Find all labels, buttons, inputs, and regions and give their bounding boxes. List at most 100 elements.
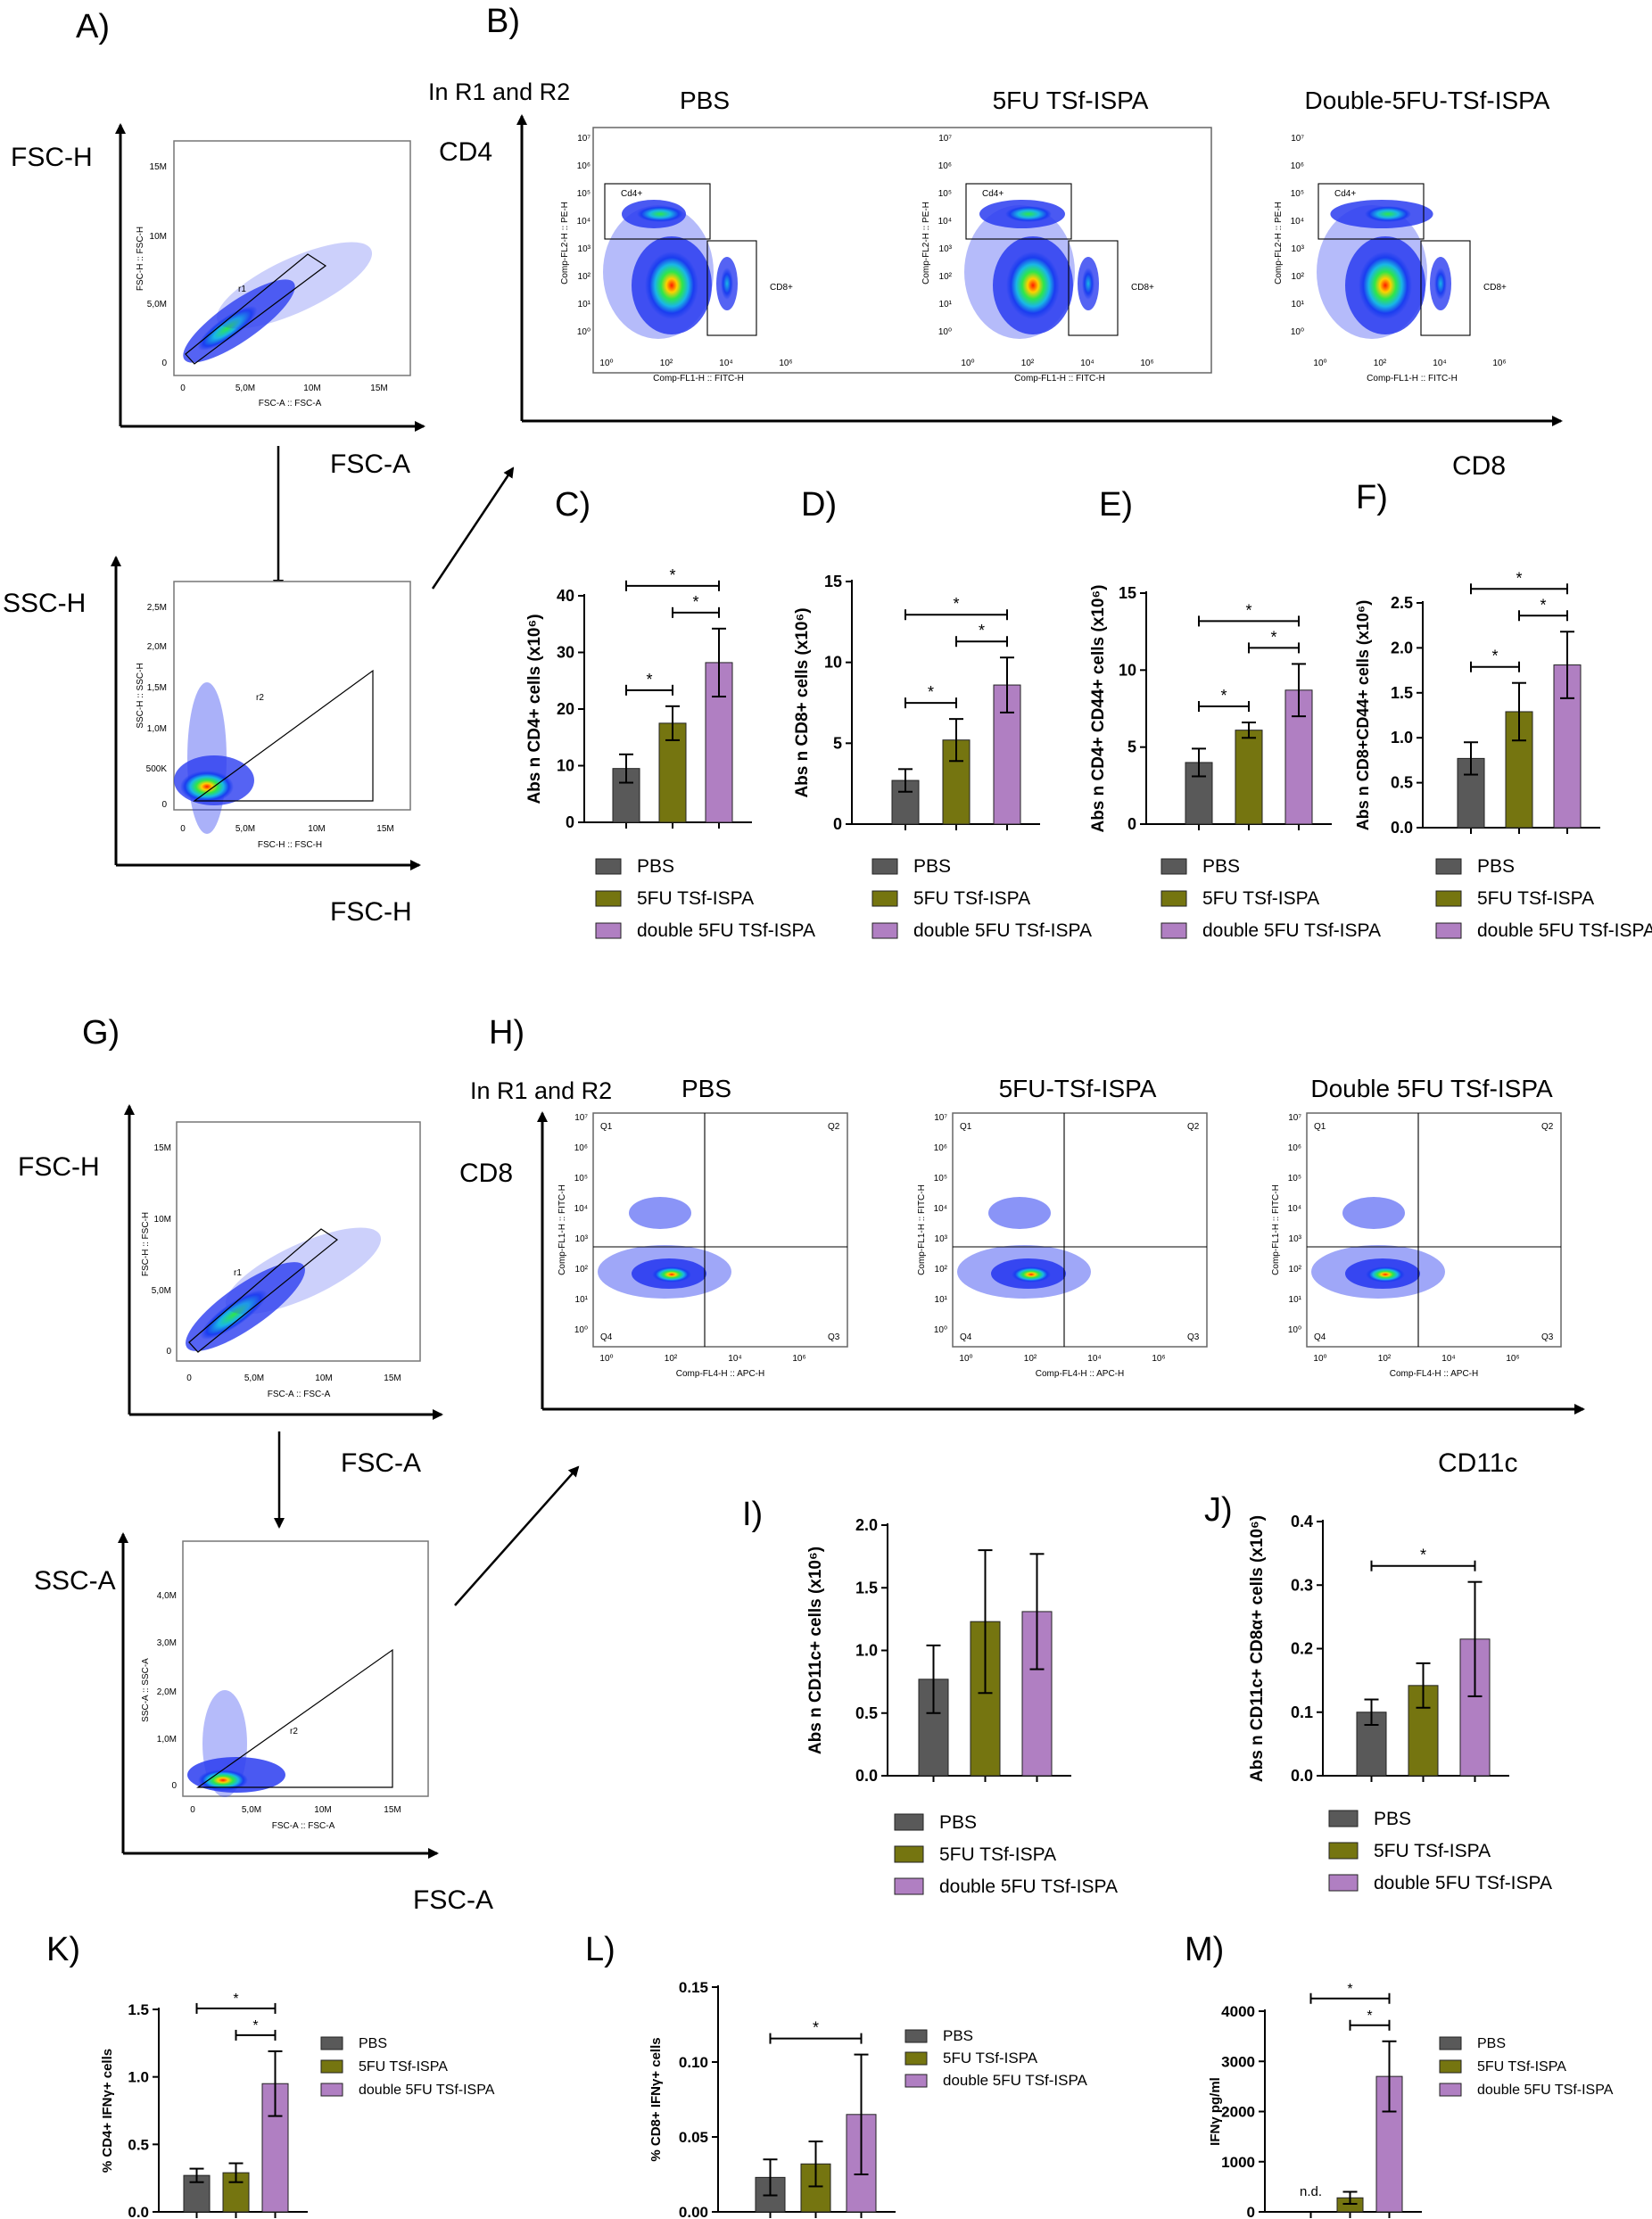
facs-bottom-ytick: 10⁴: [934, 1204, 947, 1214]
legend-swatch: [320, 2083, 343, 2097]
facs-top-ytick: 10⁴: [1291, 217, 1304, 227]
facs-bottom-ytick: 10⁰: [574, 1325, 588, 1335]
quadrant-q3: Q3: [828, 1332, 840, 1342]
legend-swatch: [871, 890, 898, 907]
facs-bottom-in-label: In R1 and R2: [470, 1077, 612, 1104]
legend-label: double 5FU TSf-ISPA: [1374, 1873, 1552, 1893]
svg-text:4,0M: 4,0M: [157, 1591, 177, 1601]
svg-text:1,0M: 1,0M: [147, 724, 167, 734]
legends: PBS 5FU TSf-ISPA double 5FU TSf-ISPA PBS 5FU…: [320, 856, 1652, 2098]
chart-ylabel: Abs n CD8+ cells (x10⁶): [793, 607, 812, 797]
facs-top-ytick: 10⁰: [938, 327, 952, 337]
svg-text:10M: 10M: [315, 1373, 332, 1383]
facs-top: In R1 and R2 CD4 CD8 PBS 5FU TSf-ISPA Do…: [428, 78, 1563, 481]
facs-top-ytick: 10³: [1292, 244, 1305, 254]
facs-top-ytick: 10⁴: [938, 217, 952, 227]
svg-text:2,5M: 2,5M: [147, 603, 167, 613]
chart-ytick-label: 2.0: [1391, 639, 1413, 656]
panel-label-e: E): [1099, 486, 1133, 524]
sig-star: *: [1516, 569, 1522, 587]
chart-ytick-label: 1.5: [1391, 684, 1413, 702]
facs-top-xtick: 10⁶: [1492, 359, 1506, 368]
svg-text:15M: 15M: [384, 1805, 401, 1815]
svg-text:0: 0: [180, 384, 186, 393]
facs-bottom-ylab: Comp-FL1-H :: FITC-H: [917, 1184, 927, 1275]
quadrant-q2: Q2: [1541, 1122, 1554, 1132]
facs-bottom-xlab: Comp-FL4-H :: APC-H: [676, 1369, 764, 1379]
facs-top-y-marker: CD4: [439, 137, 492, 167]
legend-swatch: [894, 1845, 924, 1863]
facs-top-ylab: Comp-FL2-H :: PE-H: [921, 202, 931, 285]
facs-bottom-xtick: 10²: [665, 1354, 678, 1364]
facs-bottom-xlab: Comp-FL4-H :: APC-H: [1390, 1369, 1478, 1379]
svg-text:2,0M: 2,0M: [147, 642, 167, 652]
chart-ytick-label: 0.15: [679, 1979, 708, 1996]
legend-swatch: [871, 922, 898, 939]
chart-ytick-label: 15: [1119, 584, 1136, 602]
facs-bottom-plot-1: 10⁷ 10⁶ 10⁵ 10⁴ 10³ 10² 10¹ 10⁰ 10⁰ 10² 10⁴ 10⁶ Comp…: [558, 1112, 848, 1379]
chart-ylabel: Abs n CD4+ CD44+ cells (x10⁶): [1089, 584, 1108, 832]
legend-label: double 5FU TSf-ISPA: [359, 2083, 495, 2098]
facs-top-xtick: 10²: [1021, 359, 1035, 368]
facs-bottom-xtick: 10⁰: [959, 1354, 972, 1364]
legend-swatch: [1161, 890, 1187, 907]
facs-top-xtick: 10⁰: [1313, 359, 1326, 368]
legend-label: double 5FU TSf-ISPA: [939, 1877, 1118, 1897]
gating-top-plot1-xlab: FSC-A :: FSC-A: [259, 399, 322, 408]
facs-top-x-marker: CD8: [1452, 451, 1506, 481]
gating-top-fsc-h2: FSC-H: [330, 897, 412, 927]
gating-bottom-fsc-a2: FSC-A: [413, 1885, 493, 1915]
facs-bottom-ytick: 10²: [1289, 1265, 1302, 1274]
chart-ytick-label: 0: [1127, 815, 1136, 833]
chart-ytick-label: 2.5: [1391, 594, 1413, 612]
legend-swatch: [1435, 890, 1462, 907]
svg-text:10M: 10M: [308, 824, 325, 834]
facs-bottom-ytick: 10³: [575, 1234, 589, 1244]
chart-ytick-label: 0.0: [1291, 1767, 1313, 1785]
legend-swatch: [904, 2051, 928, 2066]
facs-bottom-ytick: 10⁴: [574, 1204, 588, 1214]
svg-text:0: 0: [190, 1805, 195, 1815]
chart-i: 0.0 0.5 1.0 1.5 2.0 Abs n CD11c+ cells (x10⁶): [806, 1516, 1071, 1785]
svg-text:5,0M: 5,0M: [235, 384, 255, 393]
legend-swatch: [904, 2029, 928, 2043]
chart-ytick-label: 2000: [1221, 2104, 1255, 2121]
facs-bottom: In R1 and R2 CD8 CD11c PBS 5FU-TSf-ISPA …: [459, 1075, 1585, 1478]
legend-label: double 5FU TSf-ISPA: [1477, 2083, 1614, 2098]
facs-top-ytick: 10⁰: [1291, 327, 1304, 337]
legend-label: 5FU TSf-ISPA: [913, 888, 1030, 909]
legend-label: PBS: [943, 2027, 973, 2044]
legend-swatch: [1435, 922, 1462, 939]
chart-ytick-label: 3000: [1221, 2053, 1255, 2070]
chart-ytick-label: 15: [824, 573, 842, 590]
svg-text:0: 0: [186, 1373, 192, 1383]
facs-top-ytick: 10⁷: [1291, 134, 1304, 144]
facs-bottom-title-3: Double 5FU TSf-ISPA: [1310, 1075, 1553, 1102]
chart-annotation: n.d.: [1300, 2184, 1322, 2199]
gating-top-fsc-a: FSC-A: [330, 450, 410, 479]
sig-star: *: [813, 2019, 819, 2037]
quadrant-q4: Q4: [960, 1332, 972, 1342]
legend-label: double 5FU TSf-ISPA: [943, 2072, 1088, 2089]
chart-ytick-label: 1.0: [1391, 729, 1413, 747]
chart-e: 0 5 10 15 Abs n CD4+ CD44+ cells (x10⁶) * * *: [1089, 584, 1332, 833]
facs-bottom-ytick: 10⁶: [1288, 1143, 1301, 1153]
gating-top-plot1-gate: r1: [238, 285, 246, 294]
facs-bottom-ytick: 10⁵: [1288, 1174, 1301, 1184]
legend-label: PBS: [637, 856, 674, 877]
quadrant-q3: Q3: [1187, 1332, 1200, 1342]
facs-top-gate-cd4: Cd4+: [1334, 189, 1356, 199]
facs-bottom-xtick: 10⁰: [1313, 1354, 1326, 1364]
quadrant-q1: Q1: [600, 1122, 613, 1132]
panel-label-f: F): [1356, 479, 1388, 516]
gating-top-plot2-gate: r2: [256, 693, 264, 703]
legend-swatch: [1439, 2083, 1462, 2097]
facs-top-xtick: 10⁶: [779, 359, 792, 368]
facs-bottom-ytick: 10⁵: [574, 1174, 588, 1184]
bar-d-1: [891, 780, 920, 825]
sig-star: *: [1540, 596, 1546, 614]
chart-l: 0.00 0.05 0.10 0.15 % CD8+ IFNγ+ cells *: [648, 1979, 896, 2219]
facs-bottom-ytick: 10⁰: [934, 1325, 947, 1335]
facs-top-xlab: Comp-FL1-H :: FITC-H: [1367, 374, 1458, 384]
